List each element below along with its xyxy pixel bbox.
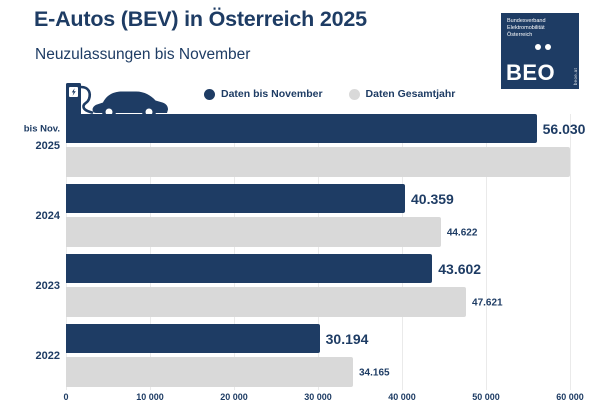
bar-2025-daten-bis-november (66, 114, 537, 143)
legend-dot-bis-november (204, 88, 215, 100)
legend-label: Daten Gesamtjahr (365, 88, 456, 100)
page-title: E-Autos (BEV) in Österreich 2025 (34, 7, 367, 31)
x-axis-tick-40000: 40 000 (388, 392, 416, 402)
logo-dot-icon (545, 44, 551, 50)
gridline (318, 114, 319, 390)
bar-2023-daten-gesamtjahr (66, 287, 467, 317)
legend-label: Daten bis November (221, 88, 323, 100)
logo-dot-icon (535, 44, 541, 50)
logo-org-line-1: Bundesverband (507, 18, 546, 24)
y-axis-label-2025: 2025 (35, 139, 60, 152)
bar-2023-daten-bis-november (66, 254, 433, 283)
bar-2022-daten-gesamtjahr (66, 357, 353, 387)
bar-2025-daten-gesamtjahr (66, 147, 570, 177)
bar-2024-daten-gesamtjahr (66, 217, 441, 247)
x-axis-tick-10000: 10 000 (136, 392, 164, 402)
value-label-2023-daten-bis-november: 43.602 (438, 261, 482, 277)
logo-org-name: Bundesverband Elektromobilität Österreic… (507, 18, 546, 39)
page-subtitle: Neuzulassungen bis November (35, 46, 251, 63)
value-label-2023-daten-gesamtjahr: 47.621 (472, 297, 503, 308)
gridline (402, 114, 403, 390)
value-label-2025-daten-bis-november: 56.030 (542, 121, 586, 137)
x-axis-tick-30000: 30 000 (304, 392, 332, 402)
charging-cable (79, 85, 94, 114)
y-axis-label-2023: 2023 (35, 279, 60, 292)
logo-dots (535, 44, 551, 50)
gridline (66, 114, 67, 390)
value-label-2022-daten-gesamtjahr: 34.165 (358, 367, 390, 378)
gridline (234, 114, 235, 390)
x-axis-tick-50000: 50 000 (472, 392, 500, 402)
bar-2024-daten-bis-november (66, 184, 405, 213)
charging-station-icon (66, 83, 81, 115)
value-label-2024-daten-gesamtjahr: 44.622 (446, 227, 478, 238)
gridline (150, 114, 151, 390)
value-label-2022-daten-bis-november: 30.194 (325, 331, 369, 347)
value-label-2024-daten-bis-november: 40.359 (411, 191, 454, 207)
x-axis-tick-60000: 60 000 (556, 392, 584, 402)
y-axis-note-bis-nov: bis Nov. (23, 123, 60, 134)
gridline (570, 114, 571, 390)
legend-dot-gesamtjahr (348, 88, 360, 100)
legend: Daten bis November Daten Gesamtjahr (204, 88, 455, 100)
gridline (486, 114, 487, 390)
legend-item-bis-november: Daten bis November (204, 88, 323, 100)
legend-item-gesamtjahr: Daten Gesamtjahr (348, 88, 456, 100)
logo-org-line-3: Österreich (507, 31, 533, 38)
x-axis-tick-20000: 20 000 (220, 392, 248, 402)
logo-acronym: BEO (506, 60, 556, 85)
logo-org-line-2: Elektromobilität (507, 24, 545, 31)
beo-logo: Bundesverband Elektromobilität Österreic… (501, 13, 579, 89)
y-axis-label-2022: 2022 (35, 349, 60, 362)
y-axis-label-2024: 2024 (35, 209, 60, 222)
bar-2022-daten-bis-november (66, 324, 320, 353)
x-axis-tick-0: 0 (63, 392, 69, 402)
